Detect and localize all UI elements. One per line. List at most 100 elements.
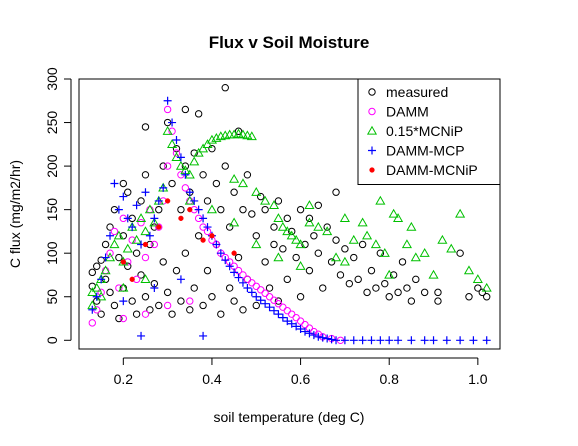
data-point [323,223,331,231]
data-point [172,135,181,144]
data-point [419,247,430,257]
legend-item: DAMM-MCP [368,143,465,159]
data-point [230,268,239,277]
series-1 [88,84,491,323]
data-point [132,201,141,210]
data-point [225,223,234,231]
data-point [420,288,429,297]
x-tick-label: 0.6 [291,371,311,387]
plot-frame [78,78,501,350]
data-point [261,258,269,266]
legend-label: DAMM [386,104,429,120]
y-axis: 0 50 100 150 200 250 300 [44,67,72,344]
legend-label: 0.15*MCNiP [386,123,463,139]
data-point [248,279,256,287]
data-point [252,292,261,301]
data-point [239,306,247,314]
data-point [225,262,234,271]
data-point [212,240,221,249]
data-point [185,188,194,197]
data-point [376,336,385,345]
data-point [194,232,203,240]
data-point [110,227,119,236]
data-point [155,301,163,310]
data-point [199,301,207,310]
data-point [407,336,416,345]
data-point [283,317,292,326]
legend-marker [366,125,378,135]
legend-marker [369,167,375,173]
data-point [190,284,198,292]
data-point [221,84,229,92]
data-point [481,282,492,292]
data-point [296,205,305,214]
data-point [357,217,368,227]
data-point [87,287,98,297]
data-point [163,105,172,114]
data-point [237,178,249,188]
data-point [412,275,420,284]
series-2 [88,105,345,344]
data-point [137,197,145,205]
data-point [159,183,168,192]
data-point [322,226,333,236]
data-point [429,336,438,345]
data-point [330,252,342,262]
data-point [124,188,132,196]
data-point [265,284,274,292]
data-point [314,332,323,341]
data-point [119,179,128,188]
data-point [122,243,133,253]
data-point [168,310,176,318]
data-point [203,223,212,232]
data-point [305,329,314,338]
data-point [286,230,297,240]
data-point [186,297,194,305]
data-point [305,266,314,275]
data-point [339,256,350,266]
data-point [123,214,132,223]
data-point [265,303,274,312]
data-point [234,253,243,262]
data-point [141,171,150,179]
y-tick-label: 0 [44,336,60,344]
data-point [118,282,129,292]
data-point [176,275,185,284]
data-point [270,223,278,231]
data-point [233,128,244,138]
y-tick-label: 250 [44,111,60,135]
data-point [349,336,358,345]
data-point [135,213,147,223]
data-point [287,319,296,328]
data-point [119,314,128,323]
data-point [363,288,371,297]
data-point [434,288,442,297]
data-point [358,336,367,345]
data-point [339,213,350,223]
data-point [446,243,457,253]
data-point [265,293,274,301]
x-tick-label: 1.0 [468,371,488,387]
data-point [310,232,318,240]
data-point [296,293,305,301]
legend-label: DAMM-MCNiP [386,162,478,178]
data-point [140,226,151,236]
data-point [187,206,193,213]
data-point [128,297,136,305]
data-point [172,149,181,157]
data-point [336,271,345,279]
data-point [291,234,302,244]
data-point [305,214,314,223]
data-point [348,234,359,244]
data-point [88,305,97,314]
data-point [318,333,327,342]
data-point [88,319,96,327]
data-point [239,271,247,279]
data-point [199,171,207,179]
data-point [243,284,252,293]
data-point [106,231,115,240]
data-point [230,297,238,305]
data-point [428,269,439,279]
data-point [394,336,403,345]
data-point [256,192,265,201]
